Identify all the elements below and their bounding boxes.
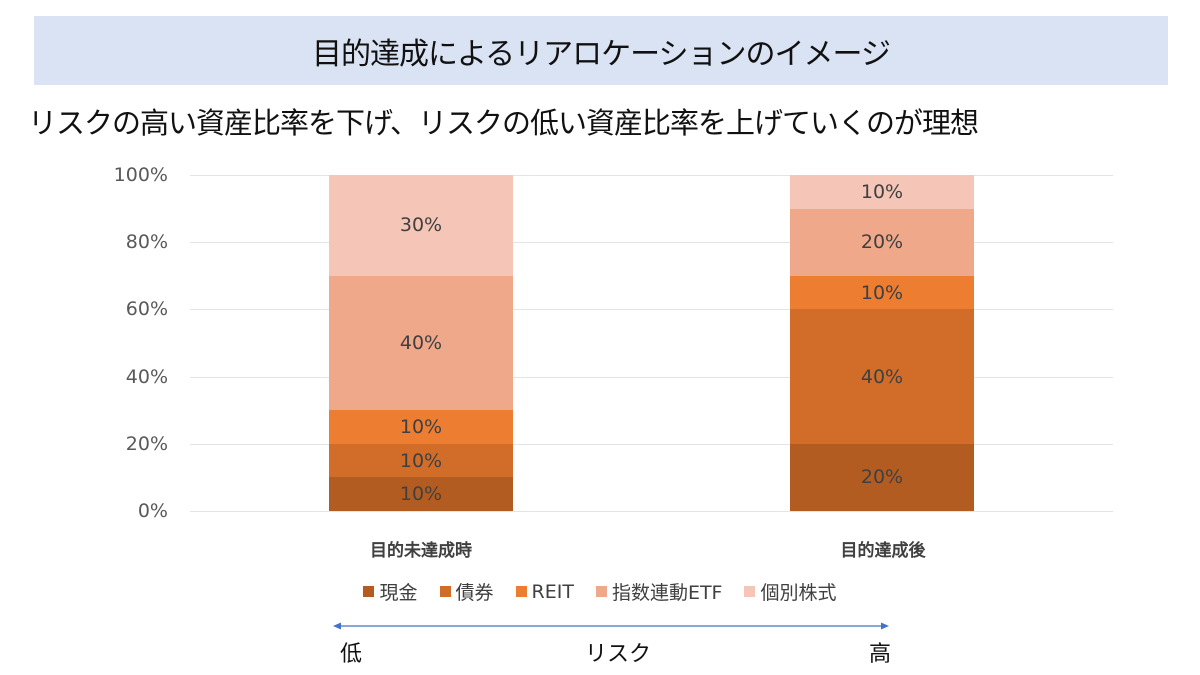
bar-segment: 40% xyxy=(329,275,513,411)
gridline xyxy=(190,309,1113,310)
legend-swatch-icon xyxy=(515,586,527,597)
bar-segment: 10% xyxy=(790,175,974,209)
risk-arrow-icon xyxy=(333,622,889,630)
bar-segment: 40% xyxy=(790,309,974,444)
bar-segment: 20% xyxy=(790,208,974,276)
stacked-bar: 20% 40% 10% 20% 10% xyxy=(790,175,974,511)
gridline xyxy=(190,444,1113,445)
risk-high-label: 高 xyxy=(869,642,892,667)
bar-segment: 30% xyxy=(329,175,513,276)
category-label-after: 目的達成後 xyxy=(840,541,926,561)
legend-swatch-icon xyxy=(363,586,375,597)
bar-segment: 20% xyxy=(790,443,974,511)
gridline xyxy=(190,377,1113,378)
bar-segment: 10% xyxy=(329,443,513,478)
legend-item-individual-stocks: 個別株式 xyxy=(744,578,837,605)
category-label-before: 目的未達成時 xyxy=(370,541,472,561)
page-title: 目的達成によるリアロケーションのイメージ xyxy=(312,36,891,72)
y-tick-label: 40% xyxy=(125,365,168,388)
legend-item-bonds: 債券 xyxy=(439,578,494,605)
gridline xyxy=(190,242,1113,243)
y-tick-label: 20% xyxy=(125,432,168,455)
legend-item-reit: REIT xyxy=(515,578,574,605)
legend-swatch-icon xyxy=(744,586,756,597)
risk-axis-label: リスク xyxy=(585,642,652,667)
gridline xyxy=(190,511,1113,512)
subtitle: リスクの高い資産比率を下げ、リスクの低い資産比率を上げていくのが理想 xyxy=(28,106,979,140)
gridline xyxy=(190,175,1113,176)
risk-low-label: 低 xyxy=(340,642,363,667)
y-tick-label: 60% xyxy=(125,298,168,321)
y-tick-label: 0% xyxy=(137,500,168,522)
bar-segment: 10% xyxy=(329,477,513,511)
y-tick-label: 80% xyxy=(125,231,168,254)
y-tick-label: 100% xyxy=(113,164,168,186)
legend-item-index-etf: 指数連動ETF xyxy=(595,578,722,605)
legend-swatch-icon xyxy=(595,586,607,597)
bar-segment: 10% xyxy=(329,410,513,444)
title-banner: 目的達成によるリアロケーションのイメージ xyxy=(34,16,1168,85)
stacked-bar: 10% 10% 10% 40% 30% xyxy=(329,175,513,511)
chart-legend: 現金 債券 REIT 指数連動ETF 個別株式 xyxy=(0,578,1200,605)
bar-segment: 10% xyxy=(790,275,974,310)
legend-swatch-icon xyxy=(439,586,451,597)
legend-item-cash: 現金 xyxy=(363,578,418,605)
